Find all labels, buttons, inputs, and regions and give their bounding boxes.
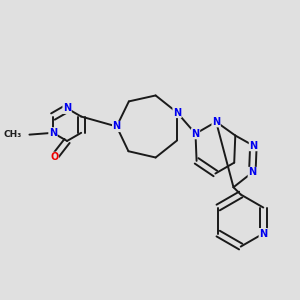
Text: N: N — [63, 103, 71, 113]
Text: N: N — [112, 122, 121, 131]
Text: N: N — [249, 141, 257, 151]
Text: O: O — [50, 152, 59, 162]
Text: N: N — [248, 167, 256, 177]
Text: N: N — [173, 107, 181, 118]
Text: N: N — [49, 128, 57, 138]
Text: N: N — [259, 229, 267, 238]
Text: N: N — [212, 117, 220, 127]
Text: N: N — [191, 129, 200, 139]
Text: CH₃: CH₃ — [4, 130, 22, 139]
